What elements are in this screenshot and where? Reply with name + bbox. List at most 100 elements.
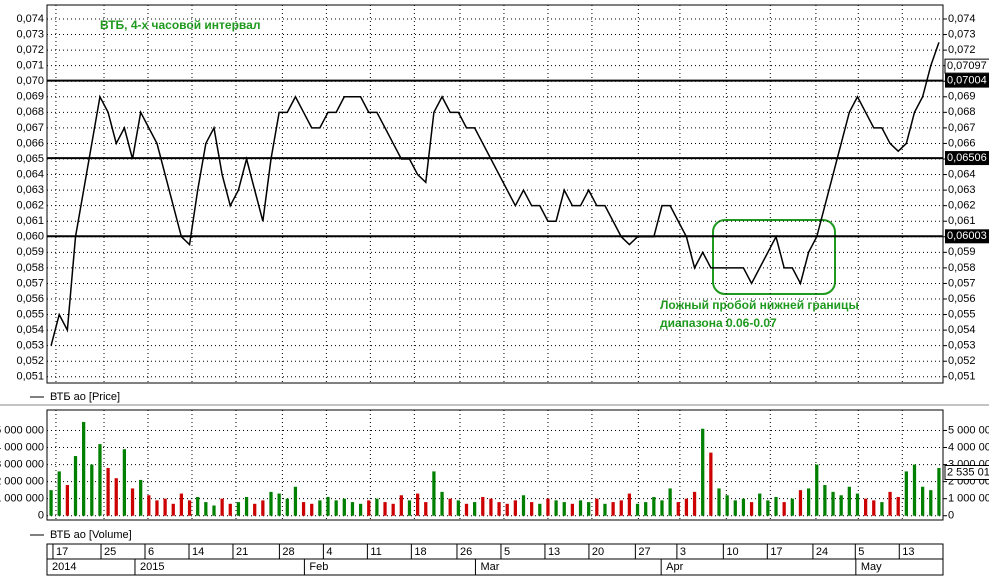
volume-bar — [350, 502, 355, 516]
volume-bar — [937, 467, 941, 516]
volume-bar — [147, 495, 151, 516]
volume-bar — [611, 502, 615, 516]
volume-bar — [725, 495, 729, 516]
volume-bar — [798, 490, 803, 516]
y-tick-label: 4 000 000 — [0, 441, 44, 453]
x-tick-label: 5 — [504, 546, 510, 558]
y-tick-label: 0,057 — [948, 277, 976, 289]
volume-bar — [440, 491, 444, 516]
y-tick-label: 0,061 — [16, 215, 44, 227]
y-tick-label: 0,053 — [948, 340, 976, 352]
y-tick-label: 0,072 — [16, 44, 44, 56]
x-tick-label: 5 — [858, 546, 864, 558]
volume-bar — [660, 500, 664, 516]
volume-bar — [171, 503, 175, 516]
volume-bar — [448, 498, 452, 516]
highlight-box — [712, 219, 836, 295]
level-box — [945, 151, 989, 166]
volume-bar — [644, 502, 648, 516]
volume-bar — [318, 500, 322, 516]
legend-entry: ВТБ ао [Volume] — [50, 529, 132, 541]
y-tick-label: 0,062 — [948, 200, 976, 212]
y-tick-label: 0,069 — [16, 91, 44, 103]
volume-bar — [236, 502, 241, 516]
volume-bar — [782, 502, 786, 516]
volume-bar — [701, 428, 705, 516]
y-tick-label: 0,063 — [16, 184, 44, 196]
period-label: May — [861, 561, 882, 573]
y-tick-label: 0,066 — [948, 137, 976, 149]
y-tick-label: 0,057 — [16, 277, 44, 289]
x-tick-label: 27 — [638, 546, 650, 558]
x-tick-label: 11 — [370, 546, 381, 558]
volume-bar — [513, 500, 517, 516]
y-tick-label: 0,068 — [948, 106, 976, 118]
x-tick-label: 21 — [236, 546, 248, 558]
period-label: 2015 — [140, 561, 164, 573]
volume-bar — [717, 488, 721, 516]
volume-bar — [367, 500, 371, 516]
level-label: 0,06506 — [947, 152, 987, 164]
y-tick-label: 0,058 — [948, 262, 976, 274]
volume-bar — [464, 503, 469, 516]
volume-bar — [847, 486, 851, 516]
volume-bar — [481, 496, 485, 516]
volume-bar — [407, 500, 412, 516]
volume-bar — [888, 491, 892, 516]
last-value-label: 2 535 01 — [947, 466, 989, 478]
volume-bar — [277, 493, 281, 516]
volume-bar — [749, 502, 754, 516]
x-tick-label: 28 — [282, 546, 294, 558]
volume-bar — [855, 493, 860, 516]
x-tick-label: 3 — [680, 546, 686, 558]
volume-bar — [603, 503, 607, 516]
volume-bar — [619, 500, 623, 516]
volume-bar — [806, 488, 811, 516]
x-tick-label: 13 — [548, 546, 560, 558]
y-tick-label: 0,071 — [16, 60, 44, 72]
period-label: Apr — [666, 561, 683, 573]
y-tick-label: 2 000 000 — [0, 476, 44, 488]
volume-bar — [635, 503, 640, 516]
volume-bar — [733, 500, 737, 516]
volume-bar — [261, 500, 265, 516]
last-value-box — [944, 58, 989, 74]
volume-bar — [709, 452, 713, 516]
y-tick-label: 0,051 — [948, 371, 976, 383]
volume-bar — [310, 503, 314, 516]
y-tick-label: 5 000 000 — [0, 424, 44, 436]
y-tick-label: 0,064 — [16, 168, 44, 180]
volume-bar — [815, 464, 819, 516]
y-tick-label: 0,068 — [16, 106, 44, 118]
y-tick-label: 0,052 — [16, 355, 44, 367]
volume-bar — [212, 505, 216, 516]
period-label: Mar — [480, 561, 499, 573]
level-box — [945, 73, 989, 88]
y-tick-label: 0,067 — [16, 122, 44, 134]
volume-bar — [766, 500, 770, 516]
volume-bar — [863, 498, 868, 516]
volume-bar — [179, 493, 184, 516]
volume-bar — [921, 486, 925, 516]
volume-bar — [424, 502, 428, 516]
volume-bar — [562, 502, 566, 516]
y-tick-label: 0,064 — [948, 168, 976, 180]
volume-bar — [285, 498, 289, 516]
level-label: 0,07004 — [947, 75, 987, 87]
y-tick-label: 0 — [38, 510, 44, 522]
volume-bar — [578, 500, 583, 516]
y-tick-label: 0,058 — [16, 262, 44, 274]
legend-entry: ВТБ ао [Price] — [50, 391, 120, 403]
volume-bar — [521, 495, 526, 516]
volume-bar — [187, 500, 192, 516]
y-tick-label: 0 — [948, 510, 954, 522]
y-tick-label: 0,073 — [948, 28, 976, 40]
y-tick-label: 0,069 — [948, 91, 976, 103]
volume-bar — [741, 498, 746, 516]
volume-bar — [139, 479, 143, 516]
y-tick-label: 4 000 000 — [948, 441, 989, 453]
y-tick-label: 0,066 — [16, 137, 44, 149]
volume-bar — [758, 493, 762, 516]
y-tick-label: 0,060 — [16, 231, 44, 243]
